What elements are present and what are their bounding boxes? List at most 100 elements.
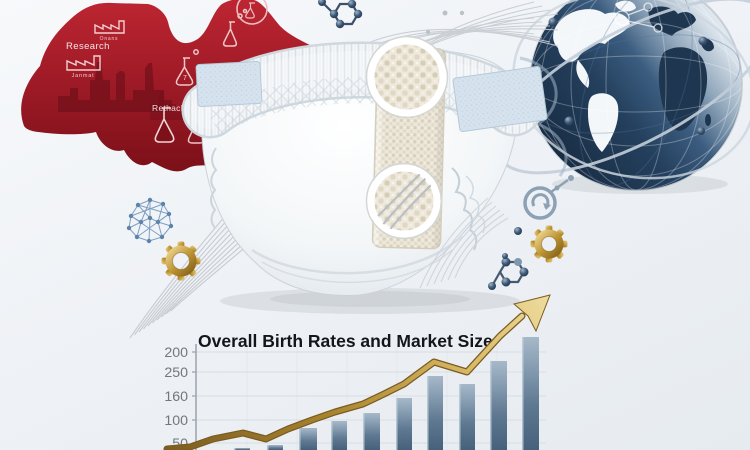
ribbon-swirl [519, 56, 568, 177]
continent-europe-africa [648, 6, 714, 131]
gear-ring [534, 229, 564, 259]
bar [490, 361, 507, 450]
wireframe-sphere-icon [126, 197, 174, 244]
bar-highlight [363, 413, 365, 450]
bar-highlight [331, 421, 333, 450]
wireframe-node [134, 234, 140, 240]
wireframe-edge [130, 203, 164, 217]
wireframe-node [146, 238, 152, 244]
bar [522, 337, 539, 450]
tape-right [452, 66, 548, 132]
factory2-label: Janmat [72, 73, 95, 79]
globe [495, 0, 750, 194]
tape-left [195, 61, 263, 107]
gear-inner-edge [541, 236, 557, 252]
y-axis-label: 250 [164, 365, 188, 381]
chart-title: Overall Birth Rates and Market Size [198, 331, 493, 351]
wireframe-node [160, 201, 166, 207]
bar [234, 448, 250, 450]
refresh-circle-icon [523, 175, 574, 220]
wireframe-edge [130, 215, 163, 238]
wireframe-node [126, 225, 132, 231]
wireframe-node [147, 197, 153, 203]
gear-icon-gold-right [530, 225, 568, 263]
wireframe-edge [149, 199, 164, 205]
bar [427, 376, 443, 450]
wireframe-edge [128, 221, 142, 229]
diaper-shadow [220, 288, 520, 314]
chart-bars [234, 337, 539, 450]
flask-icon [222, 21, 238, 47]
bar-highlight [427, 376, 429, 450]
wireframe-edge [148, 217, 151, 242]
orbit-satellites [548, 17, 708, 135]
bar [396, 398, 412, 450]
wireframe-node [147, 215, 153, 221]
bar-highlight [490, 361, 492, 450]
wireframe-edge [157, 221, 163, 238]
gear-icon-gold-left [161, 241, 201, 281]
bar-highlight [459, 384, 461, 450]
factory-icon [66, 55, 101, 71]
scatter-dots [502, 227, 522, 259]
wireframe-edge [136, 221, 142, 238]
wireframe-node [155, 219, 161, 225]
bar [363, 413, 380, 450]
fiber [426, 201, 493, 287]
right-ruffle [451, 167, 486, 251]
fiber [433, 205, 497, 285]
wireframe-edge [157, 221, 172, 227]
bar [267, 445, 283, 450]
wireframe-node [168, 223, 174, 229]
wireframe-node [135, 202, 141, 208]
bar-highlight [522, 337, 524, 450]
magnifier-circle-top [365, 35, 449, 119]
diaper-illustration [181, 35, 548, 314]
bubble [242, 8, 248, 14]
factory1-label: Onans [100, 36, 119, 42]
bar [299, 428, 317, 450]
flask-icon-filled [154, 107, 175, 143]
y-axis-label: 200 [164, 345, 188, 361]
wireframe-edge [148, 236, 163, 242]
wireframe-node [138, 219, 144, 225]
y-axis-label: 160 [164, 389, 188, 405]
bar-highlight [396, 398, 398, 450]
city-silhouette-2 [150, 92, 186, 120]
gauge-icon [236, 0, 268, 25]
wireframe-edge [161, 225, 172, 238]
gauge-icon-flask [245, 2, 255, 19]
fiber [419, 197, 489, 289]
bar [459, 384, 475, 450]
left-ruffle [210, 147, 218, 229]
city-silhouette [58, 62, 172, 112]
wireframe-edge [140, 199, 151, 223]
fiber-strands-cuff [419, 197, 509, 289]
flask-icon [175, 57, 194, 86]
bar-highlight [299, 428, 301, 450]
fiber-dots [426, 10, 465, 34]
magnifier-circle-bottom [365, 162, 443, 240]
wireframe-edge [137, 204, 170, 215]
map-label-research: Research [66, 41, 110, 52]
molecule-icon-top [318, 0, 363, 29]
factory-icon [94, 20, 125, 34]
gold-trend-arrow [163, 294, 551, 450]
continent-americas [553, 0, 636, 152]
bar [331, 421, 347, 450]
gear-inner-edge [172, 252, 190, 270]
wireframe-node [159, 234, 165, 240]
wireframe-node [166, 211, 172, 217]
gear-ring [165, 245, 197, 277]
fiber [454, 217, 509, 279]
wireframe-edge [157, 203, 164, 223]
map-label-rethach: Rethach [152, 103, 186, 113]
bar-highlight [267, 445, 269, 450]
wireframe-edge [136, 213, 170, 238]
y-axis-label: 100 [164, 413, 188, 429]
fiber [440, 209, 501, 283]
